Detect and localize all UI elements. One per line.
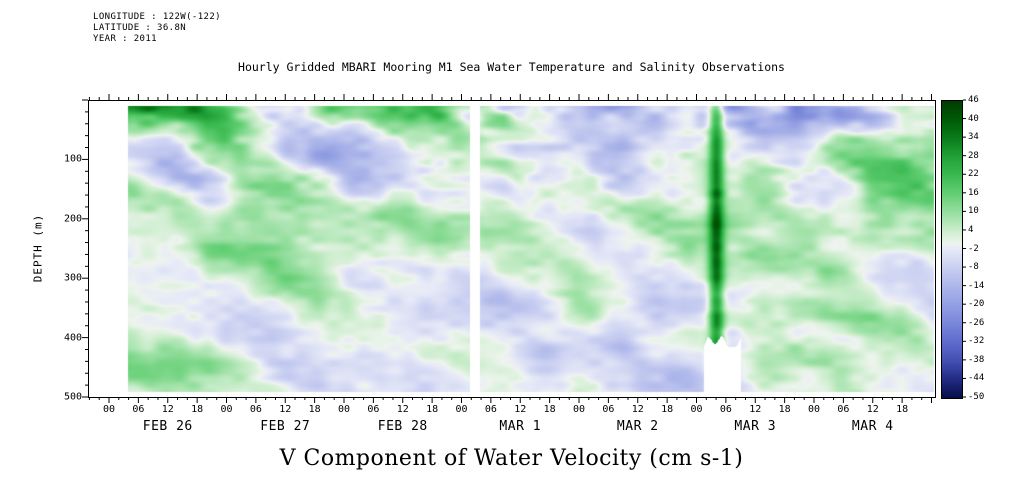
x-hour-label: 00 [807,404,821,415]
colorbar-tick-label: -14 [968,280,985,291]
colorbar-tick-label: -8 [968,262,979,273]
x-hour-label: 00 [690,404,703,415]
x-hour-label: 12 [514,404,527,415]
x-hour-label: 12 [749,404,762,415]
x-hour-label: 18 [191,404,204,415]
metadata-block: LONGITUDE : 122W(-122) LATITUDE : 36.8N … [93,12,221,45]
x-day-label: MAR 1 [499,419,542,434]
meta-longitude: LONGITUDE : 122W(-122) [93,12,222,22]
x-day-label: MAR 2 [616,419,659,434]
x-hour-label: 18 [426,404,439,415]
x-hour-label: 00 [102,404,116,415]
colorbar-tick-label: 40 [968,113,979,124]
colorbar-tick-label: 10 [968,206,979,217]
colorbar-tick-label: -44 [968,373,985,384]
x-hour-label: 00 [337,404,351,415]
x-hour-label: 06 [719,404,732,415]
x-hour-label: 06 [484,404,497,415]
x-day-label: FEB 27 [260,419,311,434]
colorbar-tick-label: -26 [968,317,985,328]
chart-bottom-title: V Component of Water Velocity (cm s-1) [279,446,744,471]
x-hour-label: 12 [279,404,292,415]
colorbar-tick-label: 34 [968,132,979,143]
y-tick-label: 100 [63,153,82,165]
colorbar-tick-label: -2 [968,243,979,254]
colorbar-tick-label: -32 [968,336,985,347]
x-hour-label: 06 [249,404,262,415]
x-hour-label: 00 [220,404,233,415]
meta-year: YEAR : 2011 [93,34,158,44]
x-hour-label: 18 [543,404,556,415]
x-hour-label: 18 [661,404,674,415]
x-hour-label: 12 [866,404,879,415]
colorbar-tick-label: 28 [968,150,979,161]
y-tick-label: 500 [63,391,82,403]
x-day-label: FEB 26 [142,419,193,434]
y-tick-label: 300 [63,272,82,284]
y-axis-label: DEPTH (m) [31,213,45,283]
colorbar-tick-label: 4 [968,224,974,235]
x-hour-label: 00 [572,404,586,415]
x-hour-label: 18 [308,404,321,415]
meta-latitude: LATITUDE : 36.8N [93,23,187,33]
plot-title: Hourly Gridded MBARI Mooring M1 Sea Wate… [238,60,785,74]
x-hour-label: 06 [367,404,380,415]
y-tick-label: 200 [63,213,82,225]
heatmap-canvas [88,100,935,397]
x-hour-label: 12 [631,404,644,415]
colorbar-tick-label: -50 [968,392,985,402]
colorbar [941,100,963,399]
x-day-label: FEB 28 [377,419,428,434]
x-day-label: MAR 3 [734,419,777,434]
x-hour-label: 00 [455,404,468,415]
x-hour-label: 12 [161,404,174,415]
x-hour-label: 12 [396,404,409,415]
x-hour-label: 06 [837,404,850,415]
x-hour-label: 18 [778,404,791,415]
x-hour-label: 18 [896,404,909,415]
colorbar-tick-label: 16 [968,187,979,198]
colorbar-tick-label: 46 [968,95,979,105]
x-hour-label: 06 [132,404,145,415]
colorbar-tick-label: -20 [968,299,985,310]
colorbar-tick-label: -38 [968,354,985,365]
x-day-label: MAR 4 [851,419,894,434]
colorbar-tick-label: 22 [968,169,979,180]
x-hour-label: 06 [602,404,615,415]
y-tick-label: 400 [63,332,82,344]
